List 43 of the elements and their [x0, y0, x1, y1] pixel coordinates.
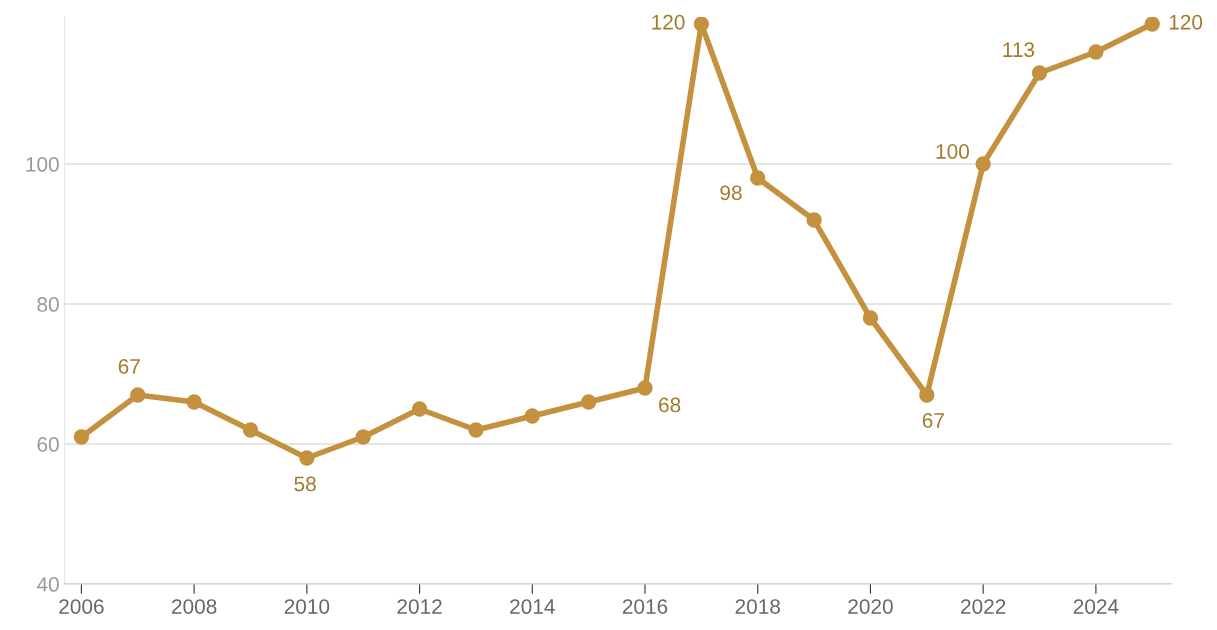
data-label: 100: [936, 144, 969, 159]
y-tick-label: 40: [36, 577, 59, 592]
y-tick-label: 100: [26, 157, 59, 172]
x-tick-label: 2024: [1073, 599, 1119, 614]
y-tick-label: 80: [37, 297, 59, 312]
point: [524, 408, 540, 424]
point: [862, 310, 879, 326]
point: [411, 401, 428, 417]
data-label: 113: [1003, 42, 1035, 58]
x-tick-label: 2014: [510, 599, 555, 614]
point: [1088, 44, 1104, 60]
x-tick-label: 2010: [284, 599, 330, 614]
point: [468, 422, 484, 438]
x-tick-label: 2016: [622, 599, 668, 614]
point: [975, 156, 991, 172]
point: [806, 212, 822, 228]
x-tick-label: 2020: [848, 599, 893, 614]
point: [919, 387, 935, 403]
data-label: 120: [1169, 14, 1203, 30]
x-tick-label: 2022: [961, 599, 1006, 614]
x-tick-label: 2008: [172, 599, 217, 614]
point: [637, 380, 653, 396]
data-label: 67: [922, 413, 944, 428]
point: [1144, 17, 1160, 32]
point: [186, 394, 202, 410]
x-tick-label: 2012: [397, 599, 442, 614]
point: [299, 450, 315, 466]
data-label: 68: [659, 397, 681, 413]
point: [73, 429, 90, 445]
point: [1031, 65, 1048, 81]
point: [750, 170, 766, 186]
x-tick-label: 2006: [59, 599, 104, 614]
point: [581, 394, 597, 410]
data-label: 58: [294, 476, 316, 492]
point: [693, 17, 710, 32]
x-tick-label: 2018: [735, 599, 780, 614]
point: [130, 387, 146, 403]
data-label: 67: [118, 358, 140, 374]
data-label: 98: [720, 185, 742, 201]
data-label: 120: [652, 14, 685, 30]
point: [355, 429, 371, 445]
y-tick-label: 60: [37, 437, 59, 452]
point: [242, 422, 259, 438]
